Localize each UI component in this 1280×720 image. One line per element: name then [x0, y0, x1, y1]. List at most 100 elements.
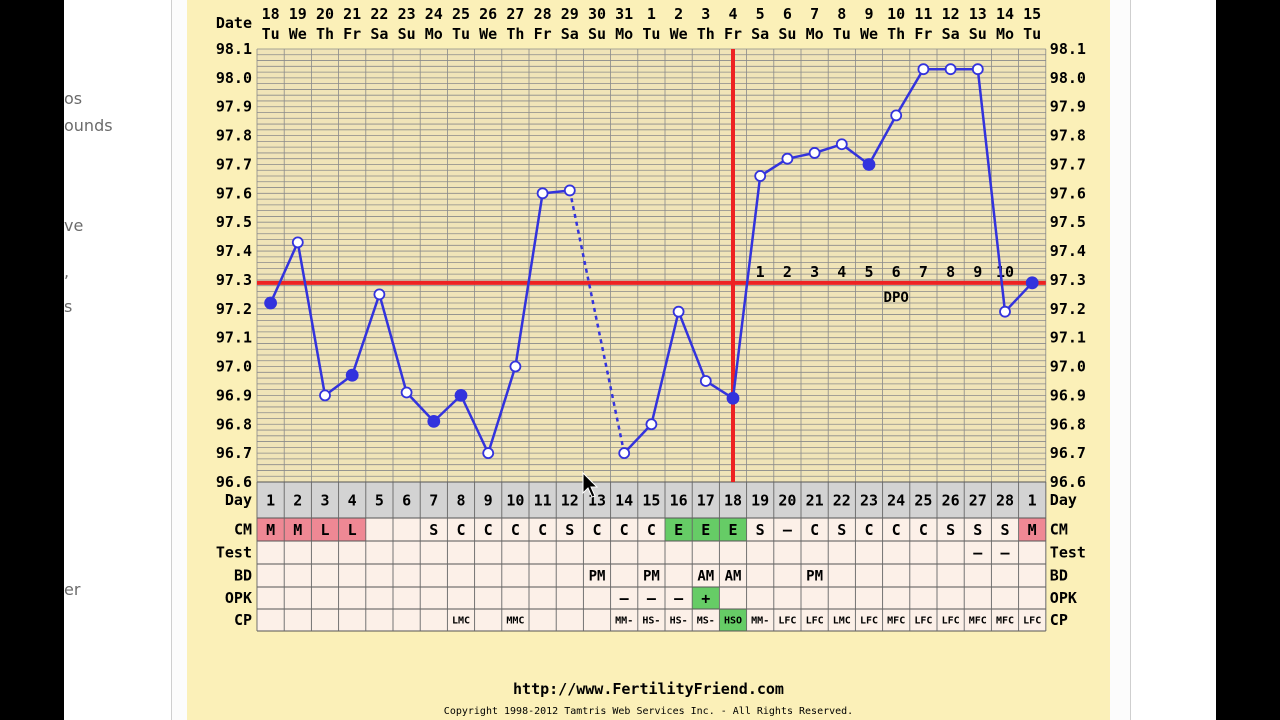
table-cell: M	[293, 521, 302, 539]
y-tick-label-left: 96.6	[216, 473, 252, 491]
table-cell: C	[592, 521, 601, 539]
table-cell: HS-	[642, 616, 660, 627]
dpo-number: 1	[756, 263, 765, 281]
date-label: 29	[561, 5, 579, 23]
table-cell: 7	[429, 491, 438, 509]
table-cell: 21	[806, 491, 824, 509]
date-label: 26	[479, 5, 497, 23]
weekday-label: Tu	[1023, 25, 1041, 43]
background-text-fragment: ve	[64, 216, 84, 235]
table-cell: S	[429, 521, 438, 539]
table-cell: 17	[697, 491, 715, 509]
table-cell: –	[620, 589, 630, 607]
table-cell: E	[701, 521, 710, 539]
weekday-label: Fr	[534, 25, 552, 43]
dpo-number: 6	[892, 263, 901, 281]
weekday-label: Sa	[561, 25, 579, 43]
temp-point-open	[672, 305, 685, 318]
date-label: 3	[701, 5, 710, 23]
date-label: 5	[756, 5, 765, 23]
table-cell: C	[864, 521, 873, 539]
table-cell-highlight	[311, 518, 339, 541]
y-tick-label-left: 98.0	[216, 69, 252, 87]
temp-line	[269, 241, 299, 304]
y-tick-label-right: 96.9	[1050, 386, 1086, 404]
dpo-number: 9	[973, 263, 982, 281]
table-cell: +	[701, 589, 710, 607]
table-cell-highlight	[665, 518, 693, 541]
table-cell: MFC	[996, 616, 1014, 627]
table-cell: 18	[724, 491, 742, 509]
table-cell: S	[946, 521, 955, 539]
table-cell-highlight	[719, 609, 747, 631]
table-cell: MFC	[887, 616, 905, 627]
x-axis-label: Date	[216, 14, 252, 32]
table-cell-highlight	[257, 518, 285, 541]
dpo-number: 3	[810, 263, 819, 281]
date-label: 1	[647, 5, 656, 23]
table-cell: 6	[402, 491, 411, 509]
y-tick-label-left: 97.9	[216, 98, 252, 116]
temp-line	[677, 311, 707, 382]
temp-point-filled	[726, 391, 740, 405]
y-tick-label-right: 97.5	[1050, 213, 1086, 231]
weekday-label: Su	[398, 25, 416, 43]
table-row-bd	[257, 564, 1046, 587]
weekday-label: Th	[887, 25, 905, 43]
temp-line	[459, 394, 490, 454]
table-cell: C	[919, 521, 928, 539]
dpo-number: 4	[837, 263, 846, 281]
table-cell: AM	[697, 568, 714, 584]
row-label-right: CP	[1050, 611, 1068, 629]
table-cell: 28	[996, 491, 1014, 509]
table-cell: C	[538, 521, 547, 539]
row-label-left: CP	[234, 611, 252, 629]
date-label: 4	[728, 5, 737, 23]
row-label-right: Day	[1050, 491, 1077, 509]
background-text-fragment: s	[64, 297, 73, 316]
row-label-left: BD	[234, 567, 252, 585]
y-tick-label-left: 97.0	[216, 358, 252, 376]
temp-point-open	[971, 63, 984, 76]
date-label: 9	[864, 5, 873, 23]
y-tick-label-left: 97.1	[216, 329, 252, 347]
table-cell: HS-	[670, 616, 688, 627]
table-cell: 26	[942, 491, 960, 509]
row-label-right: CM	[1050, 521, 1068, 539]
table-cell: –	[973, 544, 983, 562]
y-tick-label-left: 97.8	[216, 127, 252, 145]
temp-point-open	[482, 447, 495, 460]
table-cell: MS-	[697, 616, 715, 627]
right-black-bar	[1216, 0, 1280, 720]
y-tick-label-left: 97.3	[216, 271, 252, 289]
footer-url-link[interactable]: http://www.FertilityFriend.com	[513, 680, 784, 698]
y-tick-label-right: 96.6	[1050, 473, 1086, 491]
table-cell: –	[674, 589, 684, 607]
temp-point-filled	[264, 296, 278, 310]
table-cell: 4	[348, 491, 357, 509]
temp-point-open	[835, 138, 848, 151]
table-cell: S	[756, 521, 765, 539]
background-text-fragment: ,	[64, 262, 70, 281]
weekday-label: Th	[697, 25, 715, 43]
y-tick-label-left: 97.4	[216, 242, 252, 260]
temp-line	[867, 114, 898, 166]
left-black-bar	[0, 0, 64, 720]
temp-line	[731, 175, 762, 399]
table-cell: MM-	[751, 616, 769, 627]
table-cell: MMC	[506, 616, 524, 627]
weekday-label: Sa	[942, 25, 960, 43]
table-cell: 15	[642, 491, 660, 509]
table-cell: 25	[914, 491, 932, 509]
y-tick-label-right: 98.1	[1050, 40, 1086, 58]
table-cell: 1	[1028, 491, 1037, 509]
temp-line	[296, 242, 327, 396]
table-cell: –	[1000, 544, 1010, 562]
weekday-label: Mo	[996, 25, 1014, 43]
table-cell: –	[783, 521, 793, 539]
table-cell: C	[456, 521, 465, 539]
table-cell: C	[511, 521, 520, 539]
table-cell: MFC	[969, 616, 987, 627]
date-label: 10	[887, 5, 905, 23]
